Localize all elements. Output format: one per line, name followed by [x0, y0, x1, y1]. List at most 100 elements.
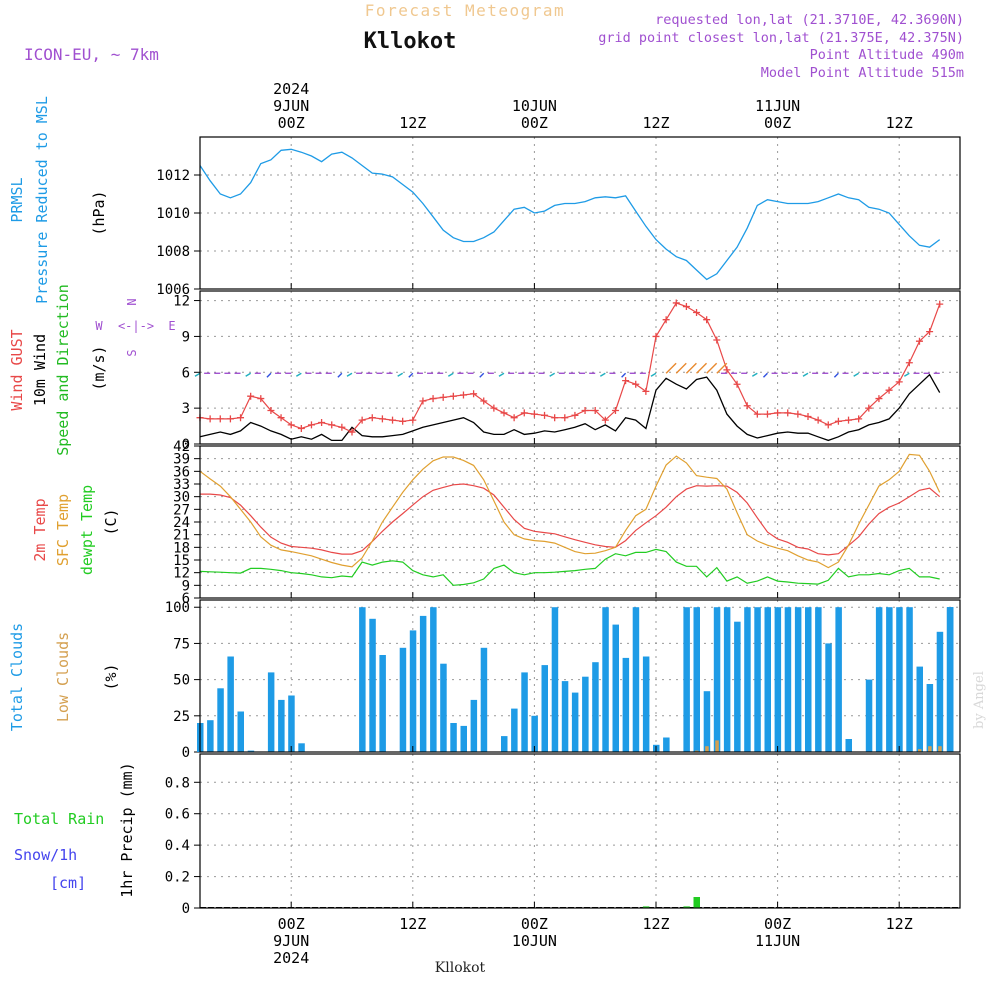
- total-cloud-bar: [501, 736, 508, 752]
- temp-ylabel-dew: dewpt Temp: [78, 485, 96, 575]
- gust-marker: [865, 404, 873, 412]
- ytick-label: 100: [165, 600, 190, 616]
- top-time-label: 11JUN: [755, 97, 800, 115]
- total-cloud-bar: [754, 607, 761, 752]
- wind-direction-arrow: [479, 372, 485, 378]
- ytick-label: 1010: [156, 206, 190, 222]
- panel-precip: 0 0.2 0.4 0.6 0.8: [165, 753, 961, 917]
- wind-direction-arrow: [447, 372, 454, 377]
- wind-direction-arrow: [853, 372, 860, 377]
- gust-marker: [389, 416, 397, 424]
- gust-marker: [814, 416, 822, 424]
- gust-marker: [733, 380, 741, 388]
- total-cloud-bar: [784, 607, 792, 752]
- total-cloud-bar: [551, 607, 559, 752]
- gust-marker: [774, 409, 782, 417]
- gust-marker: [439, 393, 447, 401]
- wind-direction-arrow: [716, 362, 728, 374]
- rain-bar: [642, 906, 650, 908]
- total-cloud-bar: [886, 607, 893, 752]
- compass-south: S: [125, 349, 139, 356]
- bottom-time-label: 12Z: [642, 915, 669, 933]
- wind-direction-arrow: [665, 362, 677, 374]
- ytick-label: 0.4: [165, 838, 190, 854]
- total-cloud-bar: [896, 607, 903, 752]
- gust-marker: [480, 397, 488, 405]
- wind-direction-arrow: [650, 372, 657, 377]
- total-cloud-bar: [946, 607, 954, 752]
- wind-direction-arrow: [751, 372, 758, 377]
- total-cloud-bar: [440, 663, 447, 752]
- wind-direction-arrow: [833, 372, 839, 378]
- top-time-label: 00Z: [278, 114, 305, 132]
- gust-marker: [277, 414, 285, 422]
- panel-frame: [199, 445, 961, 599]
- ytick-label: 9: [182, 329, 190, 345]
- total-cloud-bar: [805, 607, 812, 752]
- gust-marker: [267, 407, 275, 415]
- gust-marker: [581, 407, 589, 415]
- total-cloud-bar: [237, 711, 244, 752]
- wind-direction-arrow: [903, 372, 910, 377]
- total-cloud-bar: [845, 739, 852, 752]
- gust-marker: [297, 424, 305, 432]
- precip-legend-snow: Snow/1h: [14, 846, 77, 864]
- gust-marker: [287, 421, 295, 429]
- gust-marker: [703, 316, 711, 324]
- dewpoint-line: [199, 548, 940, 586]
- gust-marker: [672, 299, 680, 307]
- total-cloud-bar: [227, 656, 234, 752]
- total-cloud-bar: [723, 607, 731, 752]
- ytick-label: 30: [173, 490, 190, 506]
- gust-marker: [784, 409, 792, 417]
- gust-marker: [794, 410, 802, 418]
- panel-frame: [199, 599, 961, 753]
- wind-direction-arrow: [245, 372, 252, 377]
- gust-marker: [895, 378, 903, 386]
- ytick-label: 6: [182, 591, 190, 607]
- total-cloud-bar: [369, 618, 376, 752]
- model-label: ICON-EU, ~ 7km: [24, 45, 159, 64]
- bottom-time-label: 2024: [273, 949, 309, 967]
- ytick-label: 33: [173, 477, 190, 493]
- gust-marker: [358, 416, 366, 424]
- low-cloud-bar: [715, 740, 719, 752]
- gust-marker: [611, 407, 619, 415]
- total-cloud-bar: [734, 621, 741, 752]
- wind-direction-arrow: [762, 372, 768, 378]
- ytick-label: 0: [182, 437, 190, 453]
- compass-west: W: [95, 319, 103, 333]
- gust-marker: [247, 392, 255, 400]
- total-cloud-bar: [430, 607, 437, 752]
- precip-legend-rain: Total Rain: [14, 810, 104, 828]
- low-cloud-bar: [918, 749, 922, 752]
- gust-marker: [429, 395, 437, 403]
- total-cloud-bar: [693, 607, 700, 752]
- total-cloud-bar: [835, 607, 842, 752]
- ytick-label: 25: [173, 709, 190, 725]
- ytick-label: 0.6: [165, 807, 190, 823]
- total-cloud-bar: [541, 665, 548, 752]
- total-cloud-bar: [379, 655, 386, 752]
- chart-subtitle: Forecast Meteogram: [365, 1, 565, 20]
- gust-marker: [419, 397, 427, 405]
- plot-area: 1006100810101012036912691215182124273033…: [8, 80, 961, 967]
- ytick-label: 12: [173, 294, 190, 310]
- gust-marker: [915, 337, 923, 345]
- rain-bar: [693, 897, 700, 908]
- total-cloud-bar: [683, 607, 690, 752]
- gust-marker: [926, 328, 934, 336]
- ytick-label: 75: [173, 636, 190, 652]
- panel-clouds: 0 25 50 75 100: [165, 599, 961, 761]
- total-cloud-bar: [774, 607, 782, 752]
- precip-legend-cm: [cm]: [50, 874, 86, 892]
- wind-direction-arrow: [408, 372, 414, 378]
- gust-marker: [459, 391, 467, 399]
- gust-marker: [237, 414, 245, 422]
- gust-marker: [470, 390, 478, 398]
- model-altitude: Model Point Altitude 515m: [761, 65, 964, 81]
- total-cloud-bar: [399, 647, 407, 752]
- gust-marker: [348, 428, 356, 436]
- ytick-label: 24: [173, 515, 190, 531]
